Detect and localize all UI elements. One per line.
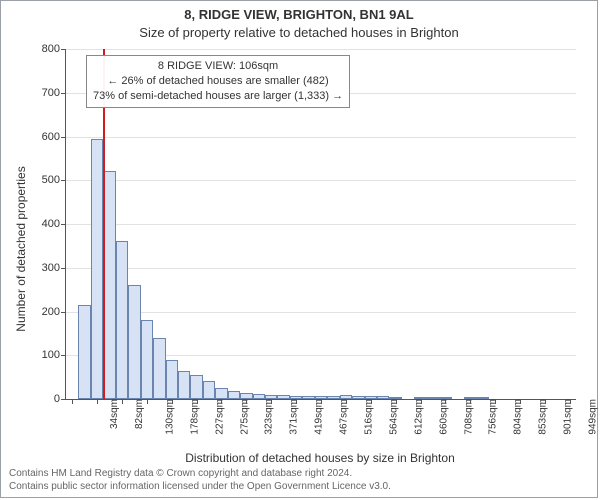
x-tick-label: 708sqm (463, 399, 474, 435)
x-tick-mark (520, 399, 521, 404)
y-tick-mark (61, 312, 66, 313)
x-tick-label: 130sqm (165, 399, 176, 435)
y-tick-mark (61, 355, 66, 356)
x-tick-label: 34sqm (109, 399, 120, 429)
x-tick-mark (296, 399, 297, 404)
x-tick-mark (271, 399, 272, 404)
histogram-bar (91, 139, 103, 399)
histogram-bar (190, 375, 202, 399)
x-tick-label: 853sqm (538, 399, 549, 435)
y-tick-mark (61, 93, 66, 94)
y-tick-label: 300 (42, 262, 60, 274)
histogram-bar (228, 391, 240, 399)
x-tick-label: 227sqm (214, 399, 225, 435)
x-tick-mark (97, 399, 98, 404)
x-tick-mark (246, 399, 247, 404)
x-tick-label: 612sqm (413, 399, 424, 435)
x-tick-mark (147, 399, 148, 404)
x-tick-label: 178sqm (189, 399, 200, 435)
y-tick-label: 100 (42, 349, 60, 361)
y-tick-mark (61, 224, 66, 225)
x-tick-mark (545, 399, 546, 404)
x-tick-mark (321, 399, 322, 404)
plot-area: 0100200300400500600700800 34sqm82sqm130s… (65, 49, 576, 400)
histogram-bar (203, 381, 215, 399)
annotation-line-2: ← 26% of detached houses are smaller (48… (93, 74, 343, 89)
x-tick-label: 82sqm (134, 399, 145, 429)
footer-attribution: Contains HM Land Registry data © Crown c… (9, 467, 589, 493)
y-axis-title: Number of detached properties (14, 166, 28, 331)
histogram-bar (377, 396, 389, 399)
annotation-line-3: 73% of semi-detached houses are larger (… (93, 89, 343, 104)
x-tick-mark (470, 399, 471, 404)
y-tick-label: 200 (42, 306, 60, 318)
histogram-bar (178, 371, 190, 399)
x-tick-label: 949sqm (587, 399, 598, 435)
histogram-bar (141, 320, 153, 399)
x-tick-mark (495, 399, 496, 404)
y-tick-mark (61, 137, 66, 138)
histogram-bar (153, 338, 165, 399)
annotation-box: 8 RIDGE VIEW: 106sqm ← 26% of detached h… (86, 55, 350, 108)
x-tick-mark (346, 399, 347, 404)
x-tick-mark (445, 399, 446, 404)
x-tick-label: 660sqm (438, 399, 449, 435)
x-tick-label: 804sqm (513, 399, 524, 435)
x-tick-label: 419sqm (314, 399, 325, 435)
x-tick-label: 516sqm (364, 399, 375, 435)
annotation-line-1: 8 RIDGE VIEW: 106sqm (93, 59, 343, 74)
histogram-bar (116, 241, 128, 399)
histogram-bar (166, 360, 178, 399)
y-tick-mark (61, 268, 66, 269)
y-tick-label: 0 (54, 393, 60, 405)
x-tick-mark (570, 399, 571, 404)
chart-frame: 8, RIDGE VIEW, BRIGHTON, BN1 9AL Size of… (0, 0, 598, 498)
x-tick-label: 901sqm (563, 399, 574, 435)
histogram-bar (78, 305, 90, 399)
x-tick-label: 323sqm (264, 399, 275, 435)
x-tick-mark (221, 399, 222, 404)
x-tick-mark (197, 399, 198, 404)
x-axis-title: Distribution of detached houses by size … (65, 451, 575, 465)
chart-title-sub: Size of property relative to detached ho… (1, 25, 597, 40)
x-tick-label: 467sqm (339, 399, 350, 435)
y-tick-mark (61, 49, 66, 50)
x-tick-mark (72, 399, 73, 404)
histogram-bar (427, 397, 439, 399)
footer-line-2: Contains public sector information licen… (9, 480, 589, 493)
x-tick-mark (122, 399, 123, 404)
x-tick-mark (421, 399, 422, 404)
x-tick-mark (396, 399, 397, 404)
y-tick-label: 700 (42, 87, 60, 99)
histogram-bar (103, 171, 115, 399)
histogram-bar (215, 388, 227, 399)
x-tick-label: 371sqm (289, 399, 300, 435)
histogram-bar (128, 285, 140, 399)
x-tick-mark (172, 399, 173, 404)
y-tick-label: 600 (42, 131, 60, 143)
y-tick-mark (61, 180, 66, 181)
x-tick-label: 275sqm (239, 399, 250, 435)
x-tick-mark (371, 399, 372, 404)
x-tick-label: 756sqm (488, 399, 499, 435)
y-tick-label: 800 (42, 43, 60, 55)
x-tick-label: 564sqm (388, 399, 399, 435)
y-tick-label: 500 (42, 174, 60, 186)
footer-line-1: Contains HM Land Registry data © Crown c… (9, 467, 589, 480)
y-tick-label: 400 (42, 218, 60, 230)
chart-title-address: 8, RIDGE VIEW, BRIGHTON, BN1 9AL (1, 7, 597, 22)
y-tick-mark (61, 399, 66, 400)
